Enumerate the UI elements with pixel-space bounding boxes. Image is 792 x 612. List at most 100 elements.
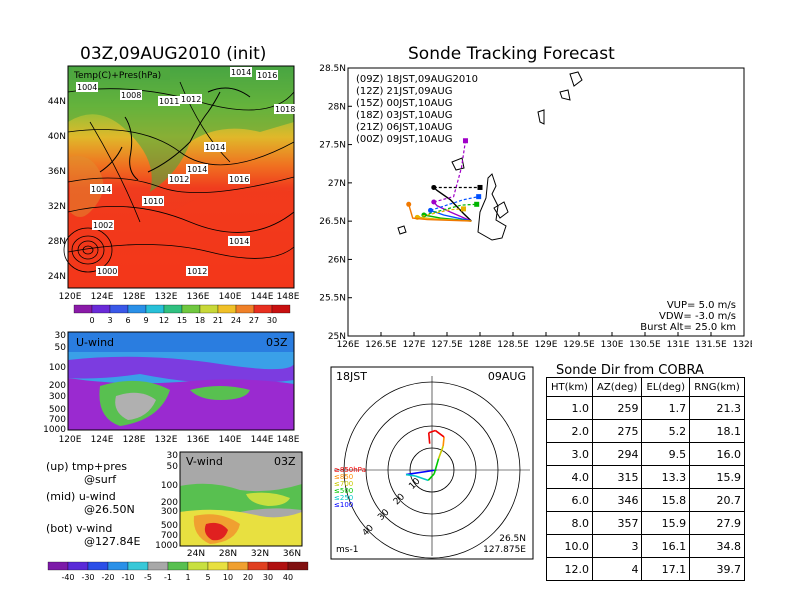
- colorbar-tick: 5: [205, 573, 210, 582]
- svg-text:≤700: ≤700: [334, 480, 353, 488]
- descent-line-4: [417, 208, 464, 218]
- x-tick-label: 130E: [601, 340, 624, 350]
- track-legend: (09Z) 18JST,09AUG2010 (12Z) 21JST,09AUG …: [356, 74, 478, 145]
- table-row: 10.0 3 16.1 34.8: [546, 534, 745, 558]
- y-tick-label: 28N: [328, 102, 346, 112]
- y-tick-label: 27.5N: [319, 141, 346, 151]
- colorbar-swatch: [207, 561, 229, 571]
- landing-point-2: [476, 194, 482, 200]
- svg-text:1002: 1002: [93, 221, 113, 230]
- colorbar-tick: -30: [81, 573, 94, 582]
- landing-point-0: [477, 184, 483, 190]
- colorbar-swatch: [73, 304, 93, 314]
- svg-text:≤500: ≤500: [334, 487, 353, 495]
- lat-tick: 36N: [283, 549, 301, 559]
- y-tick-label: 28.5N: [319, 64, 346, 74]
- colorbar-swatch: [145, 304, 165, 314]
- hodograph-segment: [405, 473, 416, 477]
- u-panel-time: 03Z: [266, 336, 288, 349]
- header-cell: EL(deg): [641, 377, 691, 397]
- colorbar-swatch: [187, 561, 209, 571]
- x-tick-label: 131.5E: [695, 340, 727, 350]
- svg-text:1018: 1018: [275, 105, 295, 114]
- legend-21z: (21Z) 06JST,10AUG: [356, 122, 453, 133]
- p-tick: 100: [161, 481, 178, 491]
- svg-text:1012: 1012: [169, 175, 189, 184]
- svg-text:1012: 1012: [187, 267, 207, 276]
- lon-tick: 136E: [187, 292, 210, 302]
- svg-text:≤100: ≤100: [334, 501, 353, 509]
- svg-text:≤850: ≤850: [334, 473, 353, 481]
- header-cell: AZ(deg): [591, 377, 643, 397]
- svg-text:Burst Alt= 25.0 km: Burst Alt= 25.0 km: [640, 322, 736, 333]
- y-tick-label: 26.5N: [319, 217, 346, 227]
- svg-text:1016: 1016: [257, 71, 277, 80]
- note-bot: (bot) v-wind @127.84E: [46, 522, 141, 548]
- colorbar-swatch: [253, 304, 273, 314]
- colorbar-tick: 9: [143, 316, 148, 325]
- legend-00z: (00Z) 09JST,10AUG: [356, 134, 453, 145]
- polar-lon: 127.875E: [483, 545, 526, 555]
- temp-pres-map: 44N 40N 36N 32N 28N 24N 120E 124E 128E 1…: [48, 65, 300, 302]
- svg-text:VDW= -3.0 m/s: VDW= -3.0 m/s: [659, 311, 736, 322]
- colorbar-swatch: [217, 304, 237, 314]
- colorbar-tick: 21: [213, 316, 223, 325]
- x-tick-label: 126.5E: [365, 340, 397, 350]
- ascent-line-5: [408, 204, 472, 222]
- v-colorbar: -40 -30 -20 -10 -5 -1 1 5 10 20 30 40: [47, 561, 309, 582]
- left-title: 03Z,09AUG2010 (init): [80, 44, 267, 64]
- lon-tick: 144E: [251, 435, 274, 445]
- y-tick-label: 26N: [328, 255, 346, 265]
- burst-point-0: [431, 184, 437, 190]
- dir-table-title: Sonde Dir from COBRA: [556, 363, 704, 378]
- temp-colorbar: 0 3 6 9 12 15 18 21 24 27 30: [73, 304, 291, 325]
- colorbar-tick: -40: [61, 573, 74, 582]
- ascent-line-1: [433, 201, 472, 222]
- islands: [397, 71, 583, 241]
- plot-frame: [347, 67, 745, 337]
- colorbar-tick: 12: [159, 316, 169, 325]
- svg-text:1000: 1000: [97, 267, 117, 276]
- table-row: 4.0 315 13.3 15.9: [546, 465, 745, 489]
- x-tick-label: 129.5E: [563, 340, 595, 350]
- polar-wind-legend: ≥850hPa ≤850 ≤700 ≤500 ≤250 ≤100: [334, 466, 366, 509]
- colorbar-tick: 18: [195, 316, 205, 325]
- v-panel-time: 03Z: [274, 455, 296, 468]
- x-tick-label: 128E: [469, 340, 492, 350]
- lon-tick: 128E: [123, 292, 146, 302]
- colorbar-tick: 30: [267, 316, 277, 325]
- colorbar-swatch: [163, 304, 183, 314]
- p-tick: 1000: [155, 541, 178, 551]
- lat-tick: 24N: [187, 549, 205, 559]
- colorbar-swatch: [287, 561, 309, 571]
- colorbar-swatch: [227, 561, 249, 571]
- hodograph-segment: [427, 473, 435, 481]
- lon-tick: 128E: [123, 435, 146, 445]
- lon-tick: 124E: [91, 435, 114, 445]
- colorbar-swatch: [67, 561, 89, 571]
- coastlines: [99, 87, 251, 181]
- colorbar-tick: 27: [249, 316, 259, 325]
- hodograph-segment: [427, 432, 431, 444]
- polar-date: 09AUG: [488, 370, 526, 383]
- table-row: 6.0 346 15.8 20.7: [546, 488, 745, 512]
- colorbar-swatch: [199, 304, 219, 314]
- track-info: VUP= 5.0 m/s VDW= -3.0 m/s Burst Alt= 25…: [640, 300, 736, 333]
- polar-lat: 26.5N: [499, 534, 526, 544]
- y-tick-label: 27N: [328, 179, 346, 189]
- lon-tick: 140E: [219, 435, 242, 445]
- colorbar-swatch: [247, 561, 269, 571]
- hodograph-segment: [442, 436, 445, 447]
- p-tick: 300: [161, 507, 178, 517]
- colorbar-tick: 1: [185, 573, 190, 582]
- svg-text:1014: 1014: [231, 68, 251, 77]
- lon-tick: 148E: [277, 292, 300, 302]
- hodograph-segment: [428, 429, 436, 434]
- svg-text:1016: 1016: [229, 175, 249, 184]
- u-wind-panel: 30 50 100 200 300 500 700 1000 120E 124E…: [43, 331, 300, 445]
- burst-point-1: [431, 199, 437, 205]
- lon-tick: 136E: [187, 435, 210, 445]
- x-tick-label: 127.5E: [431, 340, 463, 350]
- p-tick: 200: [161, 498, 178, 508]
- colorbar-swatch: [127, 304, 147, 314]
